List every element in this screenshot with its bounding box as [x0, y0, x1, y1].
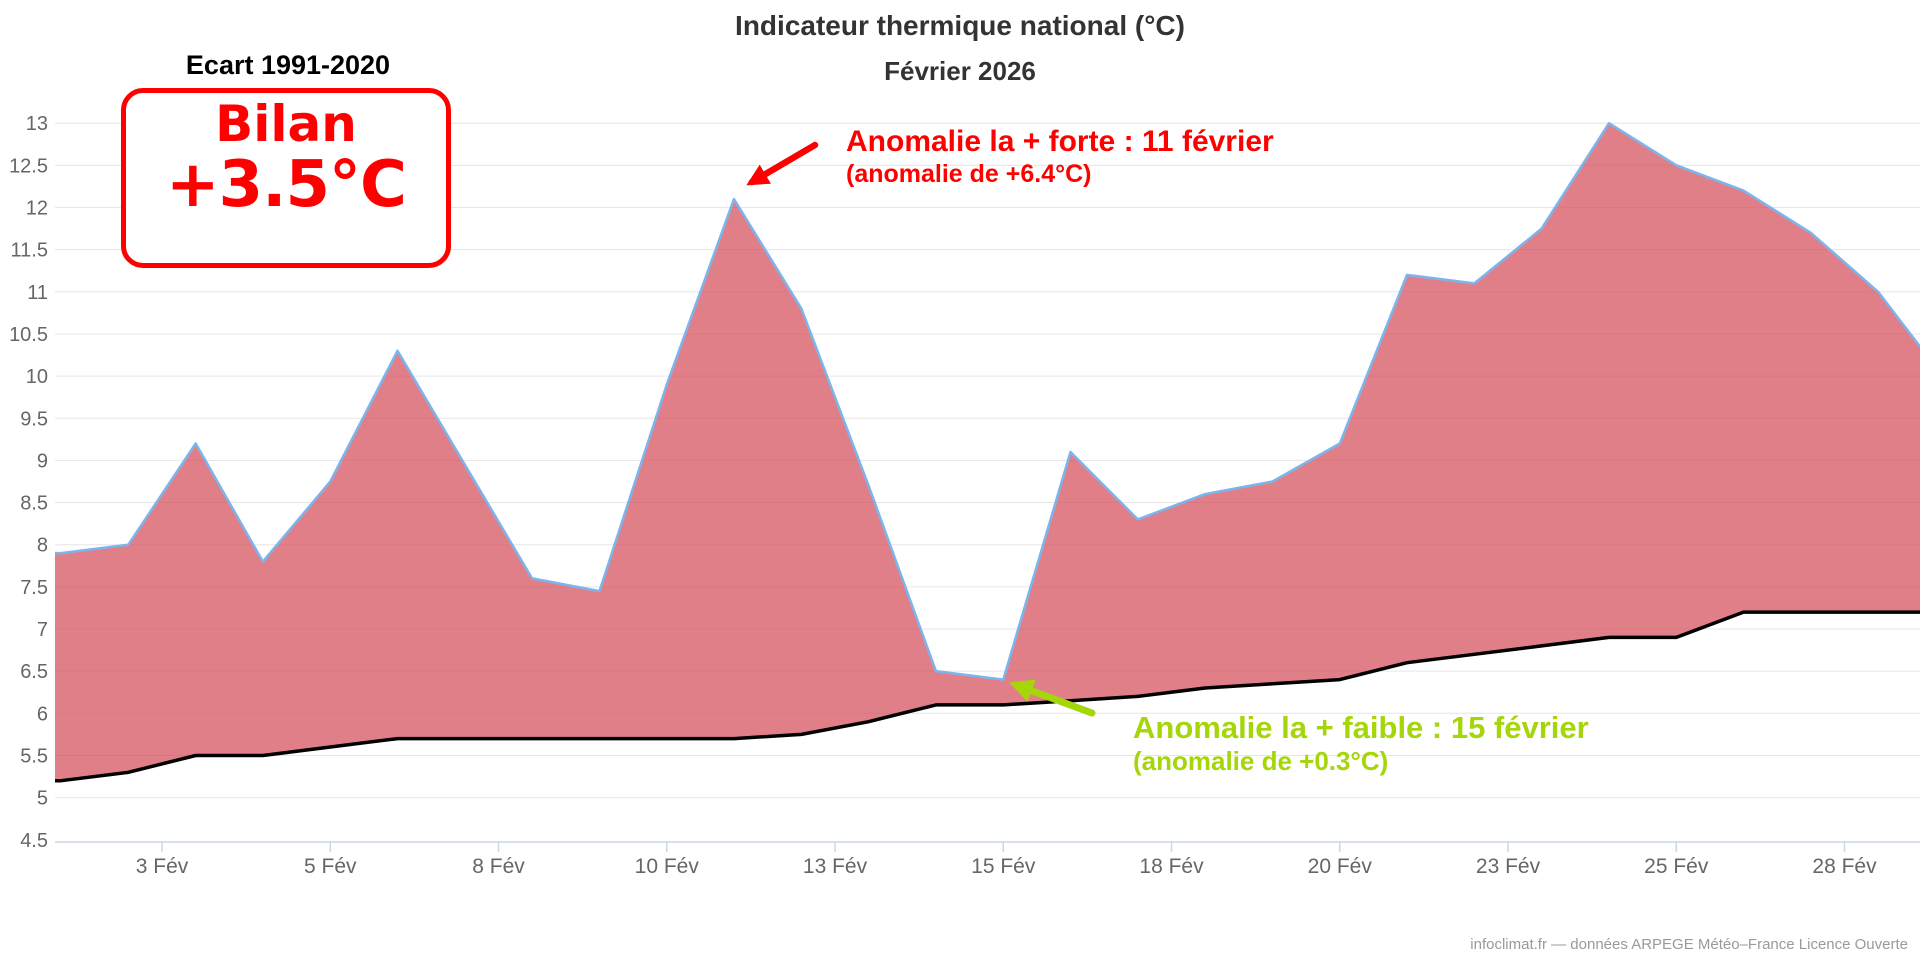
y-axis-label: 12: [26, 198, 48, 220]
y-axis-label: 8: [37, 535, 48, 557]
x-axis-label: 5 Fév: [304, 855, 357, 878]
y-axis-label: 4.5: [20, 830, 48, 852]
annotation-weakest-line1: Anomalie la + faible : 15 février: [1133, 710, 1589, 745]
x-axis-label: 10 Fév: [635, 855, 700, 878]
annotation-strongest-anomaly: Anomalie la + forte : 11 février (anomal…: [846, 126, 1274, 187]
bilan-title: Bilan: [215, 95, 357, 153]
ecart-label: Ecart 1991-2020: [185, 50, 391, 80]
annotation-strongest-line2: (anomalie de +6.4°C): [846, 159, 1092, 188]
y-axis-label: 6.5: [20, 661, 48, 683]
weakest-anomaly-arrow: [1009, 679, 1096, 717]
y-axis-label: 8.5: [20, 493, 48, 515]
x-axis-label: 3 Fév: [136, 855, 189, 878]
strongest-anomaly-arrow: [746, 141, 819, 186]
chart-title: Indicateur thermique national (°C): [735, 10, 1185, 41]
x-axis-label: 25 Fév: [1644, 855, 1709, 878]
chart-subtitle: Février 2026: [884, 56, 1036, 86]
y-axis-label: 7.5: [20, 577, 48, 599]
x-axis-label: 20 Fév: [1308, 855, 1373, 878]
y-axis-label: 9: [37, 450, 48, 472]
y-axis-label: 10.5: [9, 324, 48, 346]
y-axis-label: 5: [37, 788, 48, 810]
x-axis-label: 23 Fév: [1476, 855, 1541, 878]
x-axis-label: 28 Fév: [1812, 855, 1877, 878]
y-axis-label: 11.5: [11, 240, 48, 262]
x-axis-label: 13 Fév: [803, 855, 868, 878]
bilan-value: +3.5°C: [166, 148, 407, 222]
annotation-weakest-line2: (anomalie de +0.3°C): [1133, 745, 1389, 776]
y-axis-label: 12.5: [9, 155, 48, 177]
y-axis-label: 7: [37, 619, 48, 641]
y-axis-label: 9.5: [20, 408, 48, 430]
x-axis-label: 18 Fév: [1139, 855, 1204, 878]
bilan-badge: Bilan +3.5°C: [121, 88, 451, 268]
y-axis-label: 11: [27, 282, 48, 304]
annotation-strongest-line1: Anomalie la + forte : 11 février: [846, 125, 1274, 158]
anomaly-area-series[interactable]: [55, 123, 1920, 781]
y-axis-label: 5.5: [20, 745, 48, 767]
y-axis-label: 13: [26, 113, 48, 135]
annotation-weakest-anomaly: Anomalie la + faible : 15 février (anoma…: [1133, 710, 1589, 776]
x-axis-label: 8 Fév: [472, 855, 525, 878]
indicator-2026-line[interactable]: [55, 121, 1920, 681]
credit-attribution[interactable]: infoclimat.fr — données ARPEGE Météo–Fra…: [1470, 936, 1908, 953]
x-axis-label: 15 Fév: [971, 855, 1036, 878]
y-axis-label: 10: [26, 366, 48, 388]
y-axis-label: 6: [37, 703, 48, 725]
normal-1991-2020-line[interactable]: [55, 610, 1920, 783]
